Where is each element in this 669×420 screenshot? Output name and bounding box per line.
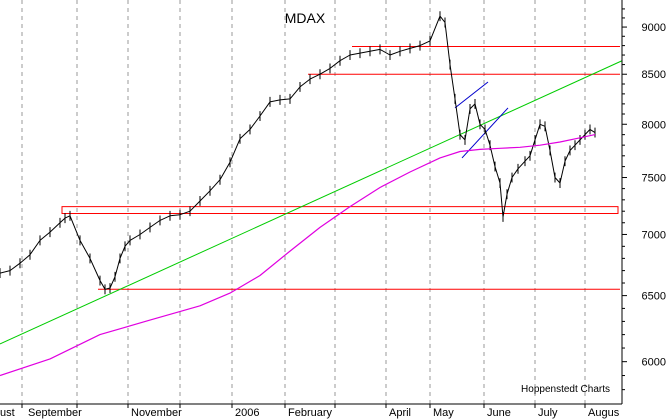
- y-tick-label-7500: 7500: [642, 173, 666, 185]
- x-tick-label-june: June: [487, 407, 511, 419]
- y-tick-label-7000: 7000: [642, 229, 666, 241]
- chart-title: MDAX: [285, 10, 326, 26]
- vertical-gridlines: [21, 0, 586, 404]
- price-line: [0, 15, 596, 290]
- x-tick-label-ust: ust: [0, 407, 15, 419]
- x-tick-label-november: November: [131, 407, 182, 419]
- x-tick-label-february: February: [288, 407, 333, 419]
- x-tick-label-augus: Augus: [588, 407, 620, 419]
- y-tick-label-8000: 8000: [642, 119, 666, 131]
- x-tick-label-may: May: [433, 407, 454, 419]
- x-tick-label-2006: 2006: [235, 407, 259, 419]
- x-tick-label-september: September: [28, 407, 82, 419]
- chart-credit: Hoppenstedt Charts: [521, 384, 610, 395]
- x-tick-label-july: July: [538, 407, 558, 419]
- y-axis-ticks: 6000 6500 7000 7500 8000 8500 9000: [622, 8, 666, 391]
- y-tick-label-8500: 8500: [642, 69, 666, 81]
- channel-line-0: [454, 81, 489, 109]
- x-axis-ticks: ust September November 2006 February April May…: [0, 404, 620, 419]
- y-tick-label-6500: 6500: [642, 291, 666, 303]
- long-term-trend-line: [0, 60, 623, 345]
- series-group: [0, 11, 596, 377]
- y-tick-label-6000: 6000: [642, 357, 666, 369]
- moving-average-line: [0, 134, 596, 377]
- x-tick-label-april: April: [389, 407, 411, 419]
- y-tick-label-9000: 9000: [642, 22, 666, 34]
